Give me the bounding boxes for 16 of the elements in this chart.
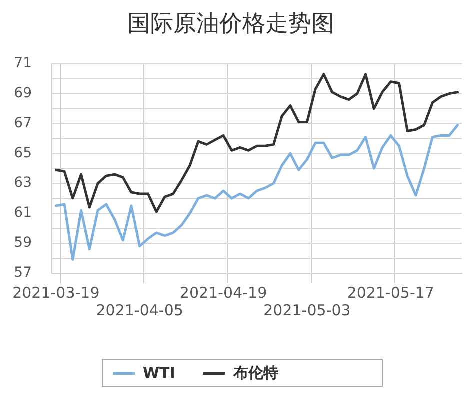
- y-tick-label: 59: [14, 235, 32, 252]
- y-tick-label: 71: [14, 56, 32, 72]
- y-tick-label: 57: [14, 264, 32, 281]
- y-tick-label: 65: [14, 145, 32, 162]
- legend-label: 布伦特: [233, 364, 278, 382]
- x-tick-label: 2021-04-19: [180, 284, 268, 302]
- y-tick-label: 69: [14, 85, 32, 102]
- x-tick-label: 2021-05-03: [264, 302, 351, 320]
- y-tick-label: 67: [14, 115, 32, 132]
- x-tick-label: 2021-04-05: [96, 302, 184, 320]
- x-tick-label: 2021-03-19: [12, 284, 100, 302]
- y-tick-label: 61: [14, 205, 32, 222]
- legend-label: WTI: [143, 364, 176, 382]
- y-tick-label: 63: [14, 175, 32, 192]
- chart-title: 国际原油价格走势图: [128, 10, 334, 37]
- x-tick-label: 2021-05-17: [347, 284, 434, 302]
